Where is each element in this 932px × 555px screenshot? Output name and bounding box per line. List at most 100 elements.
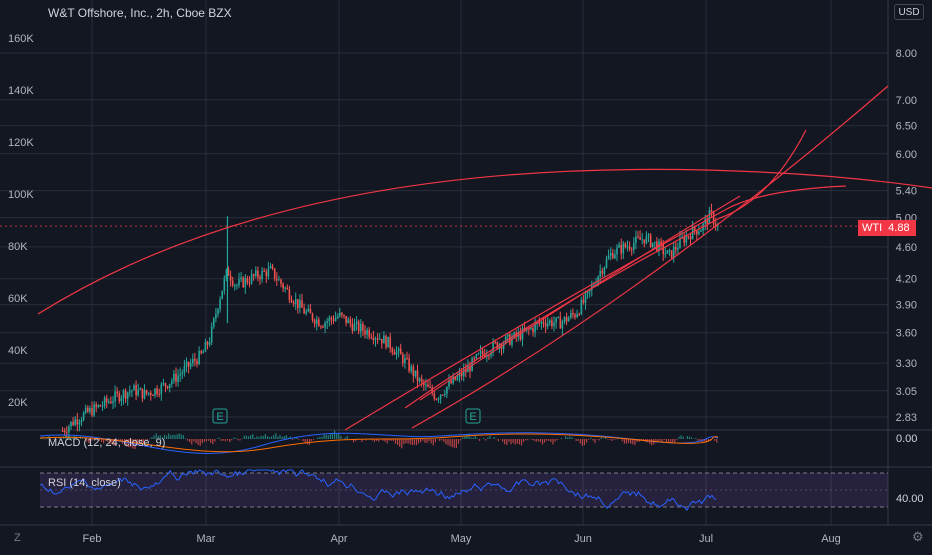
price-tick-5: 4.20	[896, 274, 917, 286]
macd-bar-519	[519, 439, 520, 444]
candle-body-102	[276, 279, 278, 280]
candle-body-135	[345, 316, 347, 323]
candle-body-65	[198, 351, 200, 364]
candle-body-18	[100, 405, 102, 406]
macd-bar-191	[191, 439, 192, 444]
candle-body-263	[614, 254, 616, 258]
candle-body-62	[192, 359, 194, 363]
candle-body-196	[473, 358, 475, 359]
date-tick-jun: Jun	[574, 533, 592, 545]
candle-body-308	[709, 210, 711, 224]
candle-body-116	[305, 311, 307, 313]
macd-bar-450	[450, 439, 451, 446]
date-tick-may: May	[451, 533, 472, 545]
candle-body-93	[257, 270, 259, 277]
macd-bar-206	[206, 439, 207, 441]
price-tag-symbol: WTI	[858, 220, 886, 236]
macd-bar-561	[561, 438, 562, 439]
candle-body-128	[331, 318, 333, 320]
candle-body-249	[585, 294, 587, 303]
macd-bar-479	[479, 439, 480, 441]
macd-bar-489	[489, 436, 490, 439]
currency-badge[interactable]: USD	[894, 4, 924, 20]
macd-bar-527	[527, 439, 528, 440]
macd-bar-284	[284, 436, 285, 439]
macd-bar-193	[193, 439, 194, 441]
candle-body-262	[612, 253, 614, 258]
macd-bar-235	[235, 438, 236, 439]
macd-bar-483	[483, 438, 484, 439]
macd-bar-668	[668, 439, 669, 442]
macd-bar-624	[624, 439, 625, 444]
candle-body-206	[494, 342, 496, 343]
candle-body-70	[209, 342, 211, 344]
macd-bar-340	[340, 436, 341, 439]
candle-body-50	[167, 386, 169, 388]
macd-bar-433	[433, 439, 434, 445]
macd-bar-265	[265, 434, 266, 439]
candle-body-169	[417, 370, 419, 381]
candle-body-4	[70, 422, 72, 427]
candle-body-88	[247, 278, 249, 282]
price-tick-2: 3.30	[896, 358, 917, 370]
candle-body-264	[616, 248, 618, 255]
macd-bar-443	[443, 439, 444, 442]
rsi-value: 40.00	[896, 493, 924, 505]
macd-bar-214	[214, 439, 215, 442]
candle-body-106	[284, 288, 286, 289]
candle-body-199	[480, 351, 482, 354]
macd-bar-431	[431, 439, 432, 443]
candle-body-84	[238, 279, 240, 285]
candle-body-239	[564, 317, 566, 322]
candle-body-63	[194, 359, 196, 361]
macd-bar-473	[473, 438, 474, 439]
macd-bar-221	[221, 439, 222, 441]
macd-bar-311	[311, 439, 312, 441]
macd-bar-244	[244, 436, 245, 439]
candle-body-118	[310, 309, 312, 314]
candle-body-288	[667, 250, 669, 253]
zoom-button[interactable]: Z	[14, 532, 21, 544]
candle-body-48	[163, 383, 165, 384]
rsi-label[interactable]: RSI (14, close)	[48, 477, 121, 489]
gear-icon[interactable]: ⚙	[912, 529, 924, 545]
macd-bar-345	[345, 438, 346, 439]
price-tick-9: 6.00	[896, 149, 917, 161]
candle-body-287	[665, 254, 667, 255]
candle-body-156	[389, 337, 391, 349]
macd-bar-334	[334, 431, 335, 439]
candle-body-100	[272, 266, 274, 268]
macd-bar-689	[689, 437, 690, 439]
candle-body-69	[207, 342, 209, 345]
macd-bar-452	[452, 439, 453, 447]
macd-bar-592	[592, 439, 593, 440]
candle-body-179	[438, 399, 440, 400]
symbol-title[interactable]: W&T Offshore, Inc., 2h, Cboe BZX	[48, 6, 232, 20]
candle-body-83	[236, 285, 238, 286]
macd-bar-208	[208, 439, 209, 441]
candle-body-150	[377, 338, 379, 339]
macd-bar-517	[517, 439, 518, 444]
candle-body-54	[175, 374, 177, 382]
price-tick-0: 2.83	[896, 412, 917, 424]
candle-body-46	[158, 394, 160, 395]
candle-body-274	[637, 236, 639, 237]
candle-body-109	[291, 300, 293, 302]
candle-body-198	[478, 354, 480, 355]
macd-label[interactable]: MACD (12, 24, close, 9)	[48, 437, 165, 449]
candle-body-155	[387, 337, 389, 348]
candle-body-139	[354, 324, 356, 331]
macd-bar-258	[258, 437, 259, 439]
candle-body-235	[555, 317, 557, 322]
candle-body-67	[203, 352, 205, 354]
macd-bar-498	[498, 439, 499, 441]
candle-body-240	[566, 317, 568, 321]
macd-bar-172	[172, 435, 173, 439]
volume-tick-3: 80K	[8, 241, 28, 253]
macd-bar-197	[198, 439, 199, 445]
macd-bar-223	[223, 439, 224, 441]
candle-body-73	[215, 314, 217, 318]
macd-bar-588	[588, 439, 589, 440]
